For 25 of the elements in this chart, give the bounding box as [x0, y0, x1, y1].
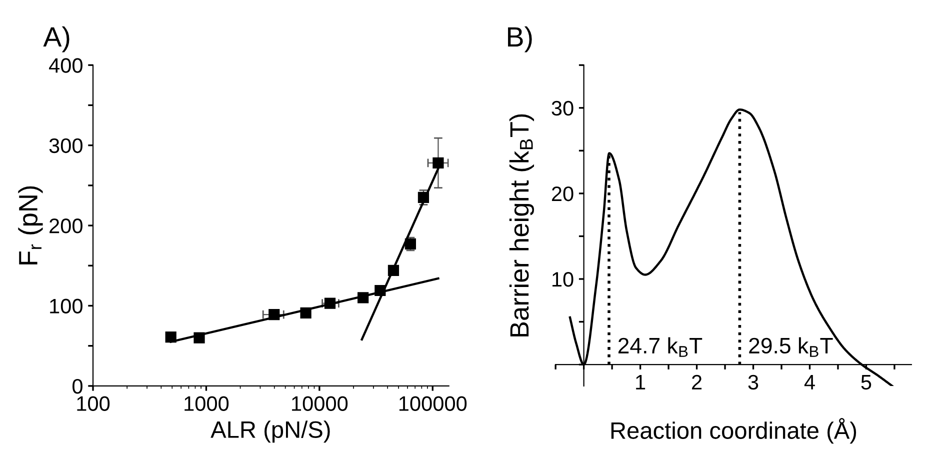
y-tick-label: 20 [552, 186, 574, 202]
chart-title: B) [508, 26, 532, 52]
chart-title: A) [43, 26, 70, 52]
y-tick-label: 100 [50, 298, 82, 314]
annotation: 29.5 k$_{B}$T [749, 337, 833, 357]
annotation: 24.7 k$_{B}$T [618, 337, 702, 357]
y-tick-label: 30 [552, 100, 574, 116]
x-tick-label: 1 [636, 375, 646, 390]
x-tick-label: 100 [77, 396, 110, 411]
y-axis-title: F$_{r}$ (pN) [18, 186, 43, 264]
y-tick-label: 200 [50, 218, 82, 234]
x-tick-label: 1000 [184, 396, 229, 411]
x-axis-title: Reaction coordinate (Å) [611, 418, 856, 444]
y-tick-label: 400 [49, 58, 82, 73]
x-tick-label: 3 [748, 374, 758, 390]
x-tick-label: 5 [861, 375, 872, 390]
x-tick-label: 4 [804, 375, 815, 390]
y-axis-title: Barrier height (k$_{B}$T) [509, 114, 534, 336]
y-tick-label: 300 [49, 138, 82, 154]
x-tick-label: 10000 [292, 396, 348, 411]
x-tick-label: 100000 [399, 396, 467, 411]
y-tick-label: 0 [72, 378, 82, 394]
x-tick-label: 2 [692, 374, 702, 390]
x-axis-title: ALR (pN/S) [210, 420, 330, 443]
y-tick-label: 10 [552, 272, 574, 287]
